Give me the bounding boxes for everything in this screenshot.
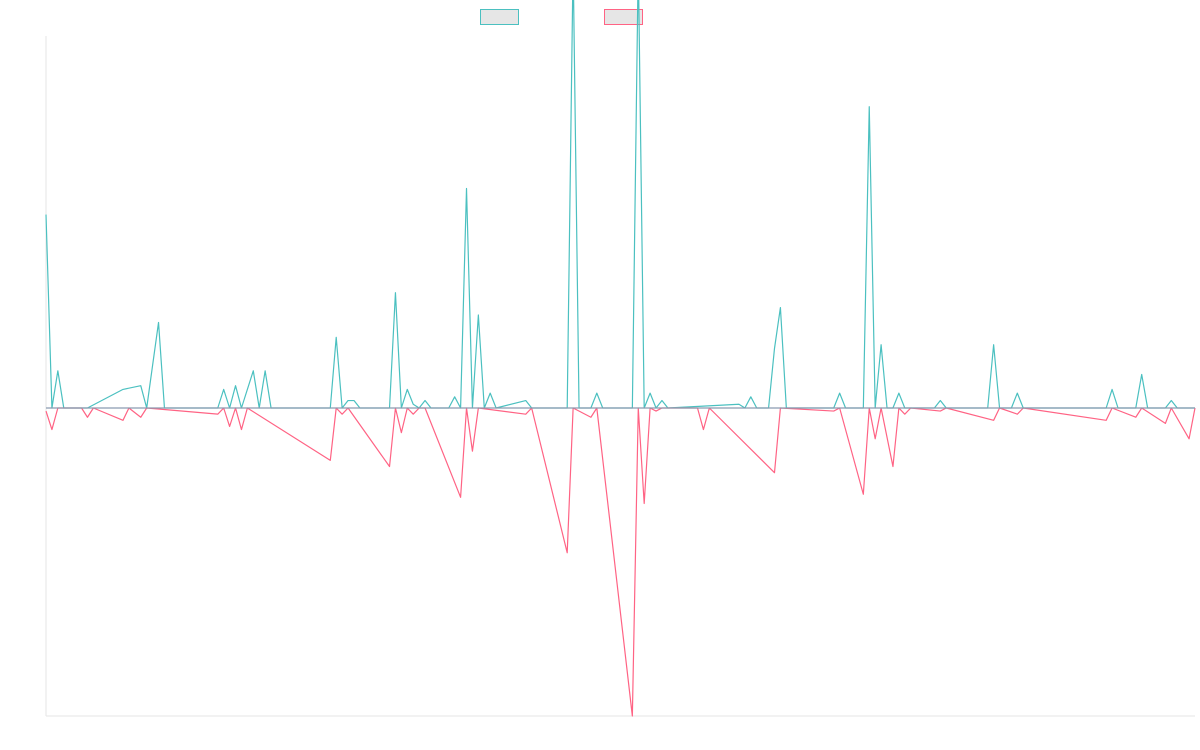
- series-line-1: [45, 0, 1195, 409]
- legend-swatch-series-2[interactable]: [604, 9, 643, 25]
- series-line-2: [45, 407, 1196, 717]
- legend-swatch-series-1[interactable]: [480, 9, 519, 25]
- legend: [0, 9, 1200, 27]
